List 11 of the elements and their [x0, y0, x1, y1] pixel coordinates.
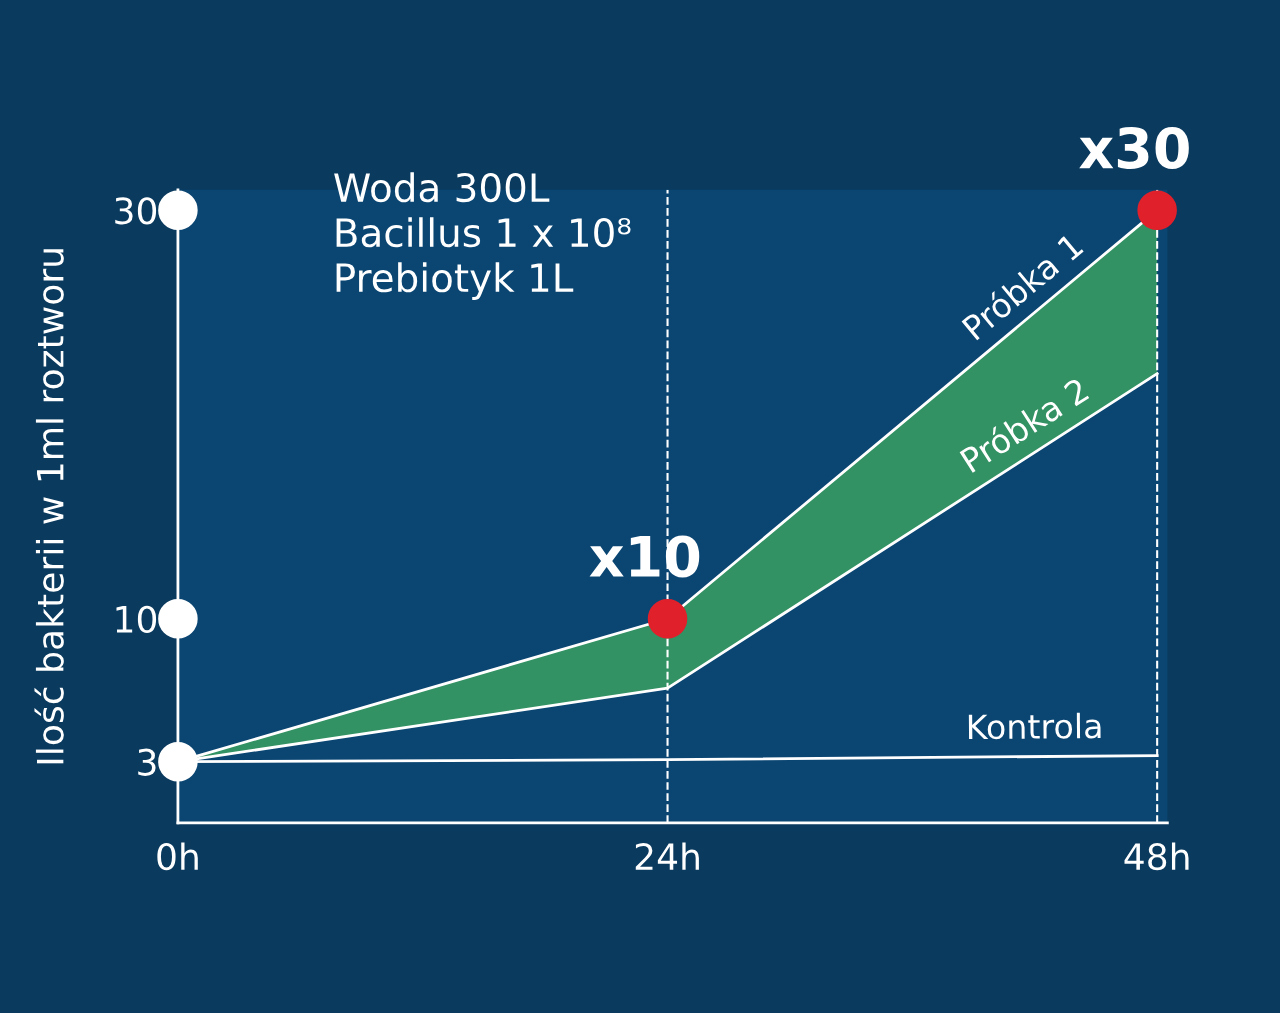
x-tick-label: 48h: [1124, 842, 1189, 871]
annotation: x30: [1079, 126, 1189, 169]
annotation: Woda 300L Bacillus 1 x 10⁸ Prebiotyk 1L: [334, 172, 631, 300]
y-tick-label: 10: [116, 605, 157, 633]
y-axis-title: Ilość bakterii w 1ml roztworu: [34, 249, 64, 764]
annotation: x10: [589, 535, 700, 578]
x-tick-label: 24h: [635, 842, 699, 870]
x-tick-label: 0h: [157, 842, 198, 871]
y-tick-label: 30: [115, 197, 157, 225]
y-tick-label: 3: [138, 748, 156, 776]
series-label: Kontrola: [968, 712, 1101, 740]
